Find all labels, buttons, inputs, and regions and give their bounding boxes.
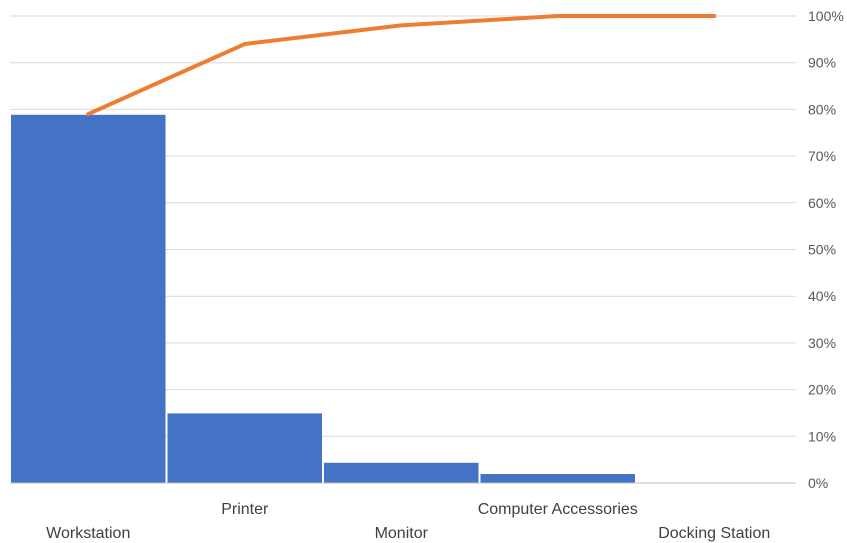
cumulative-percent-line (86, 14, 717, 117)
bar-printer (167, 413, 322, 483)
right-axis-tick-label: 80% (808, 101, 836, 117)
category-label: Monitor (375, 525, 429, 542)
bar-series (11, 114, 635, 484)
right-axis-tick-label: 20% (808, 382, 836, 398)
bar-monitor (324, 462, 479, 483)
right-axis-tick-label: 60% (808, 195, 836, 211)
bar-workstation (11, 114, 166, 484)
bar-computer-accessories (480, 474, 635, 483)
right-axis-tick-label: 90% (808, 55, 836, 71)
right-axis-tick-label: 30% (808, 335, 836, 351)
category-label: Printer (221, 501, 269, 518)
cumulative-line-series (86, 14, 717, 117)
category-label: Computer Accessories (478, 501, 638, 518)
right-axis-tick-label: 40% (808, 288, 836, 304)
right-axis-tick-label: 70% (808, 148, 836, 164)
right-axis-tick-label: 100% (808, 8, 844, 24)
right-axis: 0% 10% 20% 30% 40% 50% 60% 70% 80% 90% 100% (808, 8, 844, 491)
right-axis-tick-label: 10% (808, 428, 836, 444)
category-label: Docking Station (658, 525, 770, 542)
category-label: Workstation (46, 525, 130, 542)
right-axis-tick-label: 50% (808, 242, 836, 258)
category-axis: Workstation Printer Monitor Computer Access… (10, 482, 796, 542)
right-axis-tick-label: 0% (808, 475, 828, 491)
